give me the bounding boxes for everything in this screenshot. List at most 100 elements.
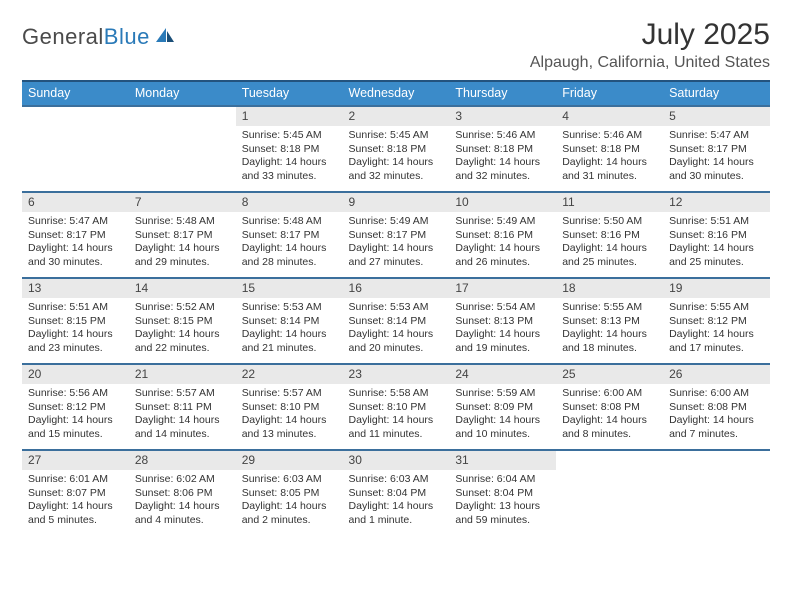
- calendar-row: 20Sunrise: 5:56 AMSunset: 8:12 PMDayligh…: [22, 364, 770, 450]
- calendar-cell: 25Sunrise: 6:00 AMSunset: 8:08 PMDayligh…: [556, 364, 663, 450]
- location-subtitle: Alpaugh, California, United States: [530, 54, 770, 72]
- calendar-cell: 2Sunrise: 5:45 AMSunset: 8:18 PMDaylight…: [343, 106, 450, 192]
- weekday-header: Wednesday: [343, 81, 450, 106]
- day-number: 18: [556, 279, 663, 298]
- calendar-cell: 20Sunrise: 5:56 AMSunset: 8:12 PMDayligh…: [22, 364, 129, 450]
- calendar-cell: 16Sunrise: 5:53 AMSunset: 8:14 PMDayligh…: [343, 278, 450, 364]
- day-number: 14: [129, 279, 236, 298]
- day-details: Sunrise: 5:56 AMSunset: 8:12 PMDaylight:…: [22, 384, 129, 444]
- calendar-cell: 23Sunrise: 5:58 AMSunset: 8:10 PMDayligh…: [343, 364, 450, 450]
- calendar-cell: 7Sunrise: 5:48 AMSunset: 8:17 PMDaylight…: [129, 192, 236, 278]
- calendar-cell: 29Sunrise: 6:03 AMSunset: 8:05 PMDayligh…: [236, 450, 343, 536]
- day-details: Sunrise: 5:45 AMSunset: 8:18 PMDaylight:…: [343, 126, 450, 186]
- day-details: Sunrise: 5:46 AMSunset: 8:18 PMDaylight:…: [449, 126, 556, 186]
- calendar-cell: 26Sunrise: 6:00 AMSunset: 8:08 PMDayligh…: [663, 364, 770, 450]
- calendar-cell: ..: [22, 106, 129, 192]
- calendar-cell: 12Sunrise: 5:51 AMSunset: 8:16 PMDayligh…: [663, 192, 770, 278]
- day-details: Sunrise: 5:55 AMSunset: 8:12 PMDaylight:…: [663, 298, 770, 358]
- weekday-header: Sunday: [22, 81, 129, 106]
- day-details: Sunrise: 5:53 AMSunset: 8:14 PMDaylight:…: [343, 298, 450, 358]
- calendar-row: ....1Sunrise: 5:45 AMSunset: 8:18 PMDayl…: [22, 106, 770, 192]
- day-number: 15: [236, 279, 343, 298]
- day-number: 3: [449, 107, 556, 126]
- day-details: Sunrise: 5:48 AMSunset: 8:17 PMDaylight:…: [129, 212, 236, 272]
- month-title: July 2025: [530, 18, 770, 52]
- day-number: 28: [129, 451, 236, 470]
- weekday-header: Tuesday: [236, 81, 343, 106]
- day-number: 6: [22, 193, 129, 212]
- calendar-row: 6Sunrise: 5:47 AMSunset: 8:17 PMDaylight…: [22, 192, 770, 278]
- calendar-cell: 31Sunrise: 6:04 AMSunset: 8:04 PMDayligh…: [449, 450, 556, 536]
- calendar-head: SundayMondayTuesdayWednesdayThursdayFrid…: [22, 81, 770, 106]
- weekday-header: Friday: [556, 81, 663, 106]
- calendar-cell: ..: [556, 450, 663, 536]
- day-details: Sunrise: 5:52 AMSunset: 8:15 PMDaylight:…: [129, 298, 236, 358]
- title-block: July 2025 Alpaugh, California, United St…: [530, 18, 770, 72]
- day-details: Sunrise: 6:03 AMSunset: 8:04 PMDaylight:…: [343, 470, 450, 530]
- calendar-cell: 17Sunrise: 5:54 AMSunset: 8:13 PMDayligh…: [449, 278, 556, 364]
- day-number: 11: [556, 193, 663, 212]
- day-number: 19: [663, 279, 770, 298]
- day-number: 5: [663, 107, 770, 126]
- calendar-table: SundayMondayTuesdayWednesdayThursdayFrid…: [22, 80, 770, 536]
- day-number: 16: [343, 279, 450, 298]
- calendar-cell: 22Sunrise: 5:57 AMSunset: 8:10 PMDayligh…: [236, 364, 343, 450]
- weekday-header: Thursday: [449, 81, 556, 106]
- day-details: Sunrise: 5:51 AMSunset: 8:15 PMDaylight:…: [22, 298, 129, 358]
- calendar-cell: 14Sunrise: 5:52 AMSunset: 8:15 PMDayligh…: [129, 278, 236, 364]
- day-number: 13: [22, 279, 129, 298]
- sail-icon: [154, 26, 176, 49]
- day-details: Sunrise: 6:04 AMSunset: 8:04 PMDaylight:…: [449, 470, 556, 530]
- day-number: 21: [129, 365, 236, 384]
- calendar-cell: 11Sunrise: 5:50 AMSunset: 8:16 PMDayligh…: [556, 192, 663, 278]
- day-number: 25: [556, 365, 663, 384]
- day-number: 30: [343, 451, 450, 470]
- header: GeneralBlue July 2025 Alpaugh, Californi…: [22, 18, 770, 72]
- day-details: Sunrise: 5:50 AMSunset: 8:16 PMDaylight:…: [556, 212, 663, 272]
- day-number: 8: [236, 193, 343, 212]
- calendar-cell: 8Sunrise: 5:48 AMSunset: 8:17 PMDaylight…: [236, 192, 343, 278]
- day-details: Sunrise: 5:46 AMSunset: 8:18 PMDaylight:…: [556, 126, 663, 186]
- calendar-cell: 10Sunrise: 5:49 AMSunset: 8:16 PMDayligh…: [449, 192, 556, 278]
- calendar-cell: 24Sunrise: 5:59 AMSunset: 8:09 PMDayligh…: [449, 364, 556, 450]
- brand-name: GeneralBlue: [22, 24, 150, 50]
- calendar-cell: 28Sunrise: 6:02 AMSunset: 8:06 PMDayligh…: [129, 450, 236, 536]
- calendar-cell: 9Sunrise: 5:49 AMSunset: 8:17 PMDaylight…: [343, 192, 450, 278]
- calendar-row: 27Sunrise: 6:01 AMSunset: 8:07 PMDayligh…: [22, 450, 770, 536]
- calendar-cell: 5Sunrise: 5:47 AMSunset: 8:17 PMDaylight…: [663, 106, 770, 192]
- day-details: Sunrise: 5:47 AMSunset: 8:17 PMDaylight:…: [663, 126, 770, 186]
- day-number: 12: [663, 193, 770, 212]
- calendar-cell: 1Sunrise: 5:45 AMSunset: 8:18 PMDaylight…: [236, 106, 343, 192]
- weekday-header: Saturday: [663, 81, 770, 106]
- day-details: Sunrise: 5:57 AMSunset: 8:10 PMDaylight:…: [236, 384, 343, 444]
- calendar-cell: 15Sunrise: 5:53 AMSunset: 8:14 PMDayligh…: [236, 278, 343, 364]
- day-number: 24: [449, 365, 556, 384]
- brand-name-blue: Blue: [104, 24, 150, 49]
- calendar-cell: ..: [663, 450, 770, 536]
- day-number: 31: [449, 451, 556, 470]
- day-details: Sunrise: 6:03 AMSunset: 8:05 PMDaylight:…: [236, 470, 343, 530]
- day-number: 2: [343, 107, 450, 126]
- day-details: Sunrise: 6:02 AMSunset: 8:06 PMDaylight:…: [129, 470, 236, 530]
- day-number: 1: [236, 107, 343, 126]
- day-details: Sunrise: 5:48 AMSunset: 8:17 PMDaylight:…: [236, 212, 343, 272]
- day-number: 17: [449, 279, 556, 298]
- day-details: Sunrise: 6:01 AMSunset: 8:07 PMDaylight:…: [22, 470, 129, 530]
- day-details: Sunrise: 5:59 AMSunset: 8:09 PMDaylight:…: [449, 384, 556, 444]
- weekday-header: Monday: [129, 81, 236, 106]
- brand-name-gray: General: [22, 24, 104, 49]
- calendar-cell: 3Sunrise: 5:46 AMSunset: 8:18 PMDaylight…: [449, 106, 556, 192]
- day-details: Sunrise: 5:47 AMSunset: 8:17 PMDaylight:…: [22, 212, 129, 272]
- day-details: Sunrise: 5:54 AMSunset: 8:13 PMDaylight:…: [449, 298, 556, 358]
- day-number: 7: [129, 193, 236, 212]
- day-details: Sunrise: 5:58 AMSunset: 8:10 PMDaylight:…: [343, 384, 450, 444]
- day-details: Sunrise: 5:55 AMSunset: 8:13 PMDaylight:…: [556, 298, 663, 358]
- day-number: 26: [663, 365, 770, 384]
- day-number: 20: [22, 365, 129, 384]
- day-details: Sunrise: 6:00 AMSunset: 8:08 PMDaylight:…: [663, 384, 770, 444]
- day-number: 29: [236, 451, 343, 470]
- day-number: 4: [556, 107, 663, 126]
- brand-logo: GeneralBlue: [22, 18, 176, 50]
- calendar-cell: 27Sunrise: 6:01 AMSunset: 8:07 PMDayligh…: [22, 450, 129, 536]
- day-details: Sunrise: 6:00 AMSunset: 8:08 PMDaylight:…: [556, 384, 663, 444]
